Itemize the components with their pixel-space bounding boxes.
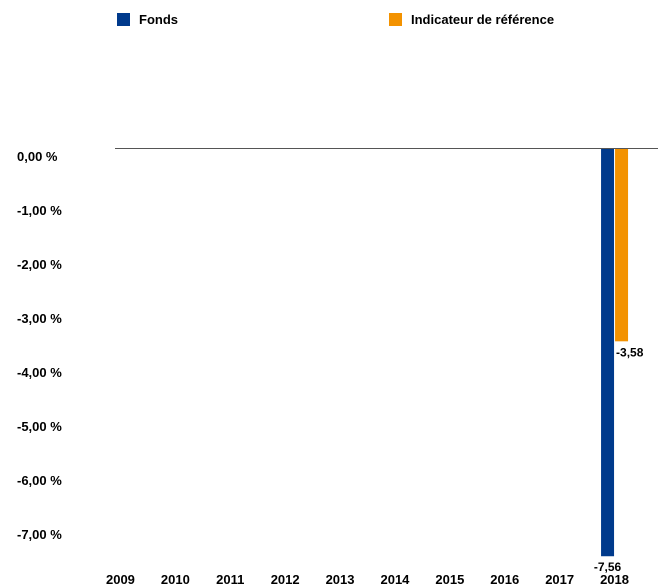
data-label: -3,58 — [616, 345, 644, 359]
y-tick-label: -3,00 % — [17, 311, 62, 326]
y-tick-label: 0,00 % — [17, 149, 58, 164]
x-tick-label: 2010 — [161, 572, 190, 587]
x-tick-label: 2014 — [380, 572, 410, 587]
data-labels: -7,56 -3,58 — [594, 345, 644, 574]
bar-fonds-2018 — [601, 148, 615, 557]
y-tick-label: -7,00 % — [17, 527, 62, 542]
y-tick-label: -2,00 % — [17, 257, 62, 272]
x-axis: 2009 2010 2011 2012 2013 2014 2015 2016 2017 2018 — [106, 572, 629, 587]
x-tick-label: 2011 — [216, 572, 244, 587]
y-tick-label: -4,00 % — [17, 365, 62, 380]
x-tick-label: 2018 — [600, 572, 629, 587]
data-label: -7,56 — [594, 560, 622, 574]
x-tick-label: 2013 — [326, 572, 355, 587]
x-tick-label: 2009 — [106, 572, 135, 587]
x-tick-label: 2015 — [435, 572, 464, 587]
x-tick-label: 2017 — [545, 572, 574, 587]
legend-swatch-1 — [117, 13, 130, 26]
legend: Fonds Indicateur de référence — [117, 12, 554, 27]
x-tick-label: 2016 — [490, 572, 519, 587]
bars — [601, 148, 629, 557]
legend-label-1: Fonds — [139, 12, 178, 27]
y-tick-label: -5,00 % — [17, 419, 62, 434]
y-axis: 0,00 % -1,00 % -2,00 % -3,00 % -4,00 % -5,00 … — [17, 149, 62, 542]
y-tick-label: -1,00 % — [17, 203, 62, 218]
x-tick-label: 2012 — [271, 572, 300, 587]
y-tick-label: -6,00 % — [17, 473, 62, 488]
legend-swatch-2 — [389, 13, 402, 26]
legend-label-2: Indicateur de référence — [411, 12, 554, 27]
bar-indicateur-2018 — [615, 148, 629, 342]
